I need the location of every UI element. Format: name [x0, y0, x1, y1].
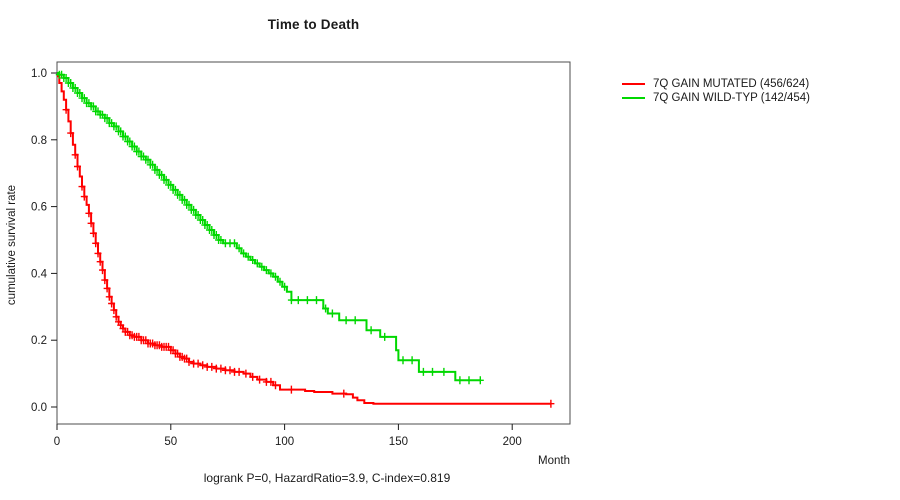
survival-curve-mutated [57, 75, 551, 405]
y-tick-label: 0.8 [31, 135, 47, 147]
censor-marks-wildtype [55, 70, 484, 385]
chart-title: Time to Death [267, 17, 360, 32]
y-tick-label: 0.4 [31, 268, 48, 280]
footer-stats: logrank P=0, HazardRatio=3.9, C-index=0.… [203, 471, 451, 485]
y-tick-label: 0.2 [31, 335, 47, 347]
y-tick-label: 0.0 [31, 402, 47, 414]
legend-line-wildtype-swatch [622, 97, 645, 99]
legend-label-wildtype: 7Q GAIN WILD-TYP (142/454) [653, 92, 811, 104]
x-axis-title: Month [538, 455, 570, 467]
y-tick-label: 1.0 [31, 68, 47, 80]
legend-item: 7Q GAIN WILD-TYP (142/454) [622, 91, 810, 105]
legend-label-mutated: 7Q GAIN MUTATED (456/624) [653, 78, 810, 90]
plot-box [56, 61, 571, 425]
legend-item: 7Q GAIN MUTATED (456/624) [622, 77, 810, 91]
x-tick-label: 0 [54, 436, 60, 448]
x-tick-label: 100 [275, 436, 294, 448]
survival-curve-wildtype [57, 72, 481, 382]
legend: 7Q GAIN MUTATED (456/624) 7Q GAIN WILD-T… [622, 77, 810, 105]
x-tick-label: 150 [389, 436, 408, 448]
legend-line-mutated-swatch [622, 83, 645, 85]
censor-marks-mutated [62, 105, 555, 408]
y-tick-label: 0.6 [31, 202, 47, 214]
x-tick-label: 200 [503, 436, 522, 448]
x-tick-label: 50 [164, 436, 177, 448]
